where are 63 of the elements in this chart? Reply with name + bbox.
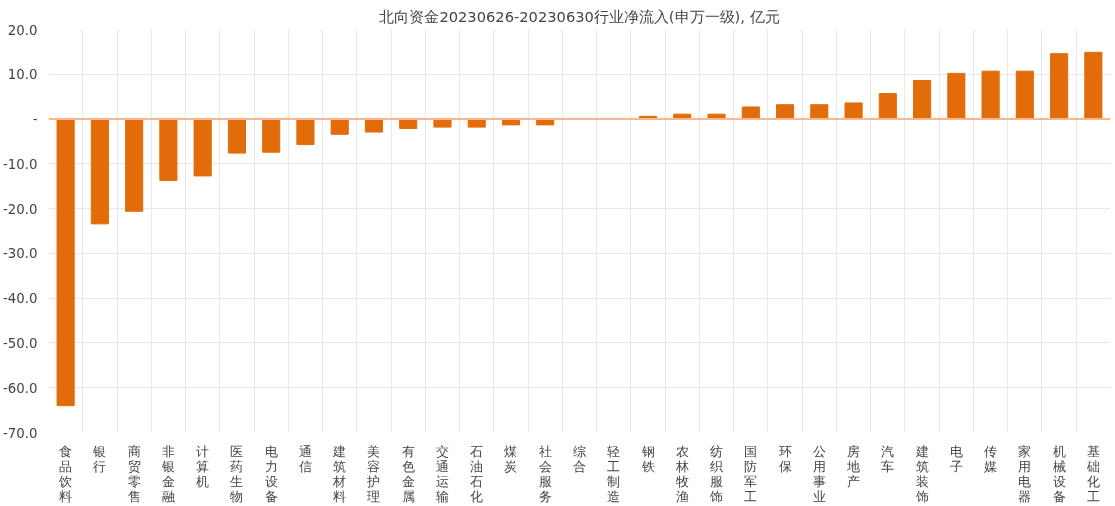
bar — [775, 104, 795, 120]
bar — [330, 118, 349, 135]
bar — [364, 118, 384, 133]
x-tick-label: 食品饮料 — [58, 443, 73, 504]
x-tick-label: 环保 — [778, 443, 792, 474]
bar — [947, 72, 966, 120]
y-tick-label: 20.0 — [7, 22, 38, 38]
y-tick-label: -70.0 — [3, 425, 38, 441]
bar — [878, 93, 897, 120]
bar — [125, 118, 144, 212]
x-tick-label: 银行 — [92, 443, 107, 474]
bar — [844, 102, 863, 120]
bar — [56, 118, 75, 407]
x-tick-label: 电力设备 — [264, 443, 278, 504]
chart-title: 北向资金20230626-20230630行业净流入(申万一级), 亿元 — [379, 7, 780, 25]
x-tick-label: 电子 — [949, 443, 963, 474]
x-tick-label: 农林牧渔 — [674, 443, 689, 504]
x-tick-label: 商贸零售 — [127, 443, 141, 504]
x-tick-label: 建筑材料 — [332, 443, 347, 504]
x-tick-label: 基础化工 — [1085, 443, 1100, 504]
bar — [741, 106, 760, 120]
bar — [262, 118, 281, 153]
y-tick-label: - — [32, 112, 38, 128]
x-tick-label: 传媒 — [984, 443, 998, 474]
y-tick-label: 10.0 — [7, 67, 38, 83]
y-tick-label: -50.0 — [3, 335, 38, 351]
bar — [1050, 53, 1069, 120]
x-tick-label: 煤炭 — [504, 443, 518, 474]
y-tick-label: -60.0 — [3, 380, 38, 396]
x-tick-label: 钢铁 — [640, 443, 655, 474]
x-tick-label: 医药生物 — [230, 443, 244, 504]
x-tick-label: 计算机 — [196, 443, 210, 489]
x-tick-label: 综合 — [573, 443, 586, 474]
x-tick-label: 有色金属 — [401, 443, 415, 504]
x-tick-label: 社会服务 — [538, 443, 552, 504]
bar — [981, 70, 1000, 120]
x-tick-label: 纺织服饰 — [709, 443, 724, 504]
x-tick-label: 轻工制造 — [607, 443, 621, 504]
x-tick-label: 通信 — [298, 443, 312, 474]
y-tick-label: -40.0 — [3, 291, 38, 307]
x-tick-label: 石油石化 — [470, 443, 484, 504]
bar — [913, 80, 932, 120]
x-tick-label: 交通运输 — [435, 443, 449, 504]
y-tick-label: -10.0 — [3, 156, 38, 172]
bar — [296, 118, 315, 146]
x-tick-label: 非银金融 — [160, 443, 175, 504]
x-tick-label: 公用事业 — [812, 443, 826, 504]
bar — [227, 118, 246, 154]
bar — [1084, 51, 1103, 120]
x-tick-label: 房地产 — [846, 443, 861, 489]
x-tick-label: 汽车 — [881, 443, 895, 474]
x-tick-label: 建筑装饰 — [914, 443, 929, 504]
bar — [193, 118, 212, 177]
y-tick-label: -30.0 — [3, 246, 38, 262]
x-tick-label: 家用电器 — [1018, 443, 1032, 504]
x-tick-label: 国防军工 — [744, 443, 758, 504]
bar — [90, 118, 109, 225]
y-tick-label: -20.0 — [3, 201, 38, 217]
bar — [1015, 70, 1034, 120]
x-tick-label: 美容护理 — [366, 443, 381, 504]
x-tick-label: 机械设备 — [1052, 443, 1066, 504]
bar — [159, 118, 178, 181]
bar — [810, 104, 829, 120]
